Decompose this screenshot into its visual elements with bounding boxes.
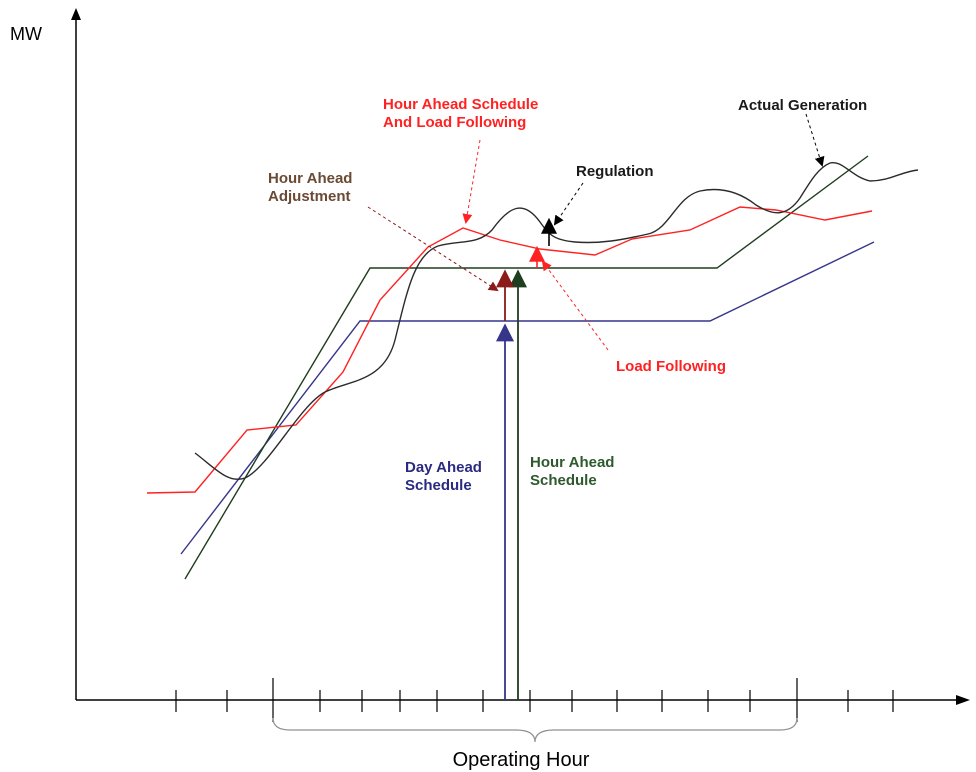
- arrows: [367, 113, 825, 700]
- load-following-label: Load Following: [616, 358, 726, 375]
- hour-ahead-schedule-line: [184, 155, 869, 580]
- actual-generation-line: [194, 162, 919, 480]
- load-following-label-line: Load Following: [616, 358, 726, 375]
- day-ahead-schedule-label-line: Schedule: [405, 477, 472, 494]
- y-axis-arrow: [71, 8, 81, 20]
- hour-ahead-schedule-label-line: Hour Ahead: [530, 454, 614, 471]
- callout-labels: Hour Ahead Schedule And Load FollowingAct…: [268, 96, 867, 494]
- hour-ahead-schedule-lf-leader: [462, 139, 481, 224]
- hour-ahead-schedule-and-load-following-label-line: Hour Ahead Schedule: [383, 96, 538, 113]
- brace: [272, 717, 798, 743]
- hour-ahead-adjustment-leader: [367, 206, 499, 292]
- hour-ahead-adjustment-label-line: Adjustment: [268, 188, 351, 205]
- day-ahead-schedule-label: Day Ahead Schedule: [405, 459, 482, 494]
- hour-ahead-schedule-and-load-following-label: Hour Ahead Schedule And Load Following: [383, 96, 538, 131]
- regulation-label-line: Regulation: [576, 163, 654, 180]
- day-ahead-schedule-label-line: Day Ahead: [405, 459, 482, 476]
- x-axis-ticks: [175, 690, 894, 712]
- hour-ahead-adjustment-label-line: Hour Ahead: [268, 170, 352, 187]
- hour-ahead-schedule-and-load-following-label-line: And Load Following: [383, 114, 526, 131]
- regulation-leader: [553, 182, 584, 226]
- y-axis-label: MW: [10, 24, 42, 44]
- load-following-leader: [541, 260, 609, 351]
- operating-hour-bracket: Operating Hour: [272, 678, 798, 771]
- hour-ahead-adjustment-label: Hour Ahead Adjustment: [268, 170, 352, 205]
- actual-generation-label: Actual Generation: [738, 97, 867, 114]
- hour-ahead-schedule-label: Hour Ahead Schedule: [530, 454, 614, 489]
- bracket-label: Operating Hour: [453, 749, 590, 771]
- axes: MW: [10, 8, 970, 705]
- x-axis-arrow: [956, 695, 970, 705]
- hour-ahead-schedule-label-line: Schedule: [530, 472, 597, 489]
- series: [146, 155, 919, 580]
- actual-generation-label-line: Actual Generation: [738, 97, 867, 114]
- hour-ahead-schedule-and-load-following-line: [146, 206, 873, 494]
- regulation-label: Regulation: [576, 163, 654, 180]
- day-ahead-schedule-line: [180, 241, 875, 555]
- actual-generation-leader: [805, 113, 825, 167]
